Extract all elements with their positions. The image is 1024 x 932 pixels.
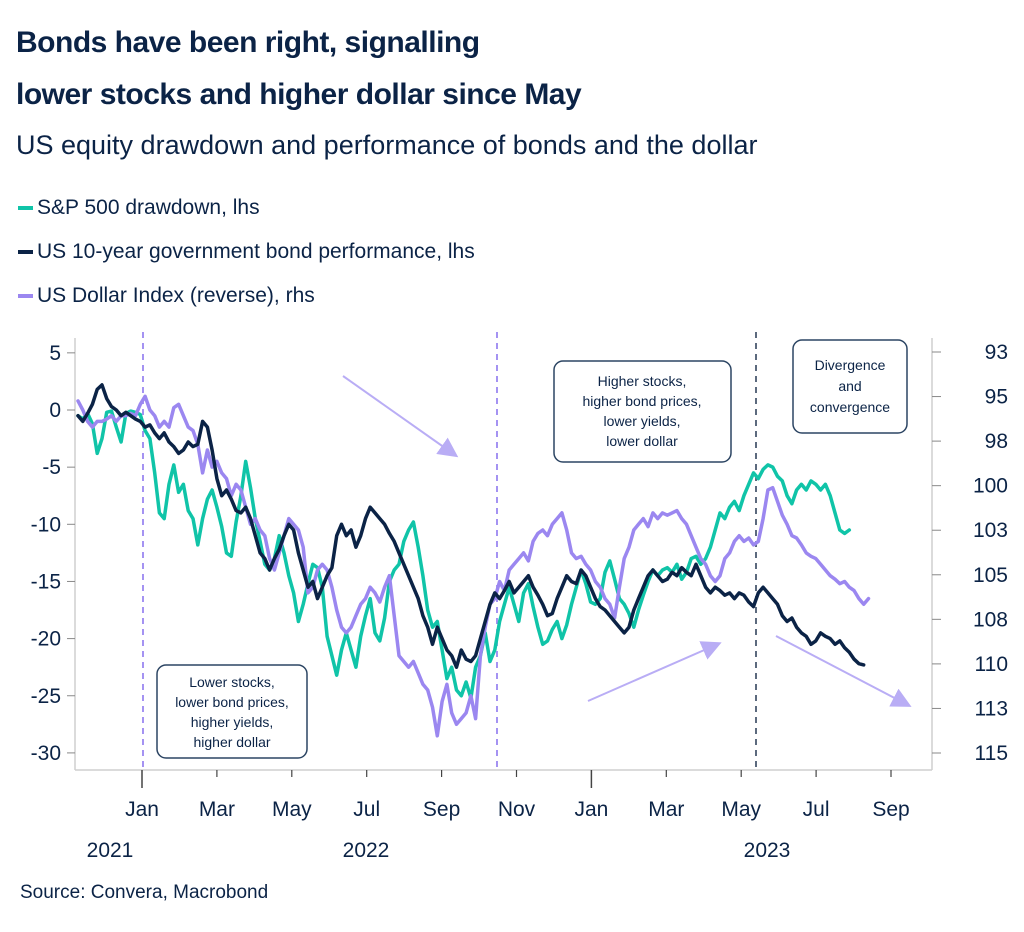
legend-label-dollar: US Dollar Index (reverse), rhs — [37, 284, 315, 307]
y-right-tick-label: 115 — [975, 742, 1008, 765]
annotation-text: Lower stocks, — [189, 674, 275, 690]
annotation-text: convergence — [810, 399, 890, 415]
chart-title-line-1: Bonds have been right, signalling — [16, 26, 480, 59]
y-right-tick-label: 100 — [973, 475, 1008, 498]
y-right-tick-label: 93 — [985, 341, 1008, 364]
legend-label-sp500: S&P 500 drawdown, lhs — [37, 196, 260, 219]
y-left-tick-label: -15 — [31, 570, 61, 593]
x-tick-label: Jul — [803, 798, 830, 821]
legend-swatch-dollar — [18, 294, 33, 298]
annotation-text: Divergence — [815, 357, 886, 373]
annotation-box-higher — [553, 360, 732, 463]
y-left-tick-label: -25 — [31, 685, 61, 708]
x-tick-label: May — [272, 798, 312, 821]
x-tick-label: Jul — [353, 798, 380, 821]
chart-title-line-2: lower stocks and higher dollar since May — [16, 78, 582, 111]
trend-arrow — [342, 375, 459, 458]
y-left-tick-label: -10 — [31, 513, 61, 536]
legend-label-bond: US 10-year government bond performance, … — [37, 240, 475, 263]
series-line-dollar — [76, 394, 871, 738]
x-tick-label: Nov — [498, 798, 536, 821]
y-left-tick-label: -20 — [31, 628, 61, 651]
annotation-text: and — [838, 378, 861, 394]
chart-subtitle: US equity drawdown and performance of bo… — [16, 130, 758, 160]
x-tick-label: Sep — [872, 798, 909, 821]
legend-item-bond: US 10-year government bond performance, … — [18, 240, 475, 264]
y-right-tick-label: 110 — [975, 653, 1008, 676]
y-left-tick-label: -5 — [42, 456, 61, 479]
x-tick-label: Mar — [648, 798, 684, 821]
x-tick-label: May — [721, 798, 761, 821]
y-right-tick-label: 108 — [973, 608, 1008, 631]
y-right-tick-label: 105 — [973, 564, 1008, 587]
y-left-tick-label: 0 — [49, 399, 61, 422]
trend-arrow — [775, 635, 912, 707]
y-right-tick-label: 95 — [985, 386, 1008, 409]
y-left-tick-label: 5 — [49, 342, 61, 365]
annotation-text: Higher stocks, — [598, 373, 687, 389]
x-tick-label: Jan — [574, 798, 608, 821]
legend-item-dollar: US Dollar Index (reverse), rhs — [18, 284, 315, 308]
y-left-tick-label: -30 — [31, 742, 61, 765]
legend-swatch-bond — [18, 250, 33, 254]
trend-arrow — [587, 641, 722, 702]
annotation-box-divergence — [792, 339, 908, 434]
annotation-box-lower — [156, 664, 308, 759]
legend-item-sp500: S&P 500 drawdown, lhs — [18, 196, 260, 220]
x-tick-label: Jan — [125, 798, 159, 821]
series-line-bond — [76, 383, 866, 669]
source-note: Source: Convera, Macrobond — [20, 882, 269, 903]
annotation-text: higher yields, — [191, 714, 274, 730]
series-line-sp500 — [76, 409, 852, 700]
annotation-text: lower yields, — [603, 413, 680, 429]
x-tick-label: Sep — [423, 798, 460, 821]
x-year-label: 2023 — [744, 839, 791, 862]
annotation-text: higher dollar — [193, 734, 270, 750]
annotation-text: lower dollar — [606, 433, 678, 449]
x-tick-label: Mar — [199, 798, 235, 821]
annotation-text: lower bond prices, — [175, 694, 289, 710]
y-right-tick-label: 103 — [973, 519, 1008, 542]
annotation-text: higher bond prices, — [582, 393, 701, 409]
y-right-tick-label: 98 — [985, 430, 1008, 453]
x-year-label: 2022 — [343, 839, 390, 862]
x-year-label: 2021 — [87, 839, 134, 862]
y-right-tick-label: 113 — [975, 697, 1008, 720]
legend-swatch-sp500 — [18, 206, 33, 210]
